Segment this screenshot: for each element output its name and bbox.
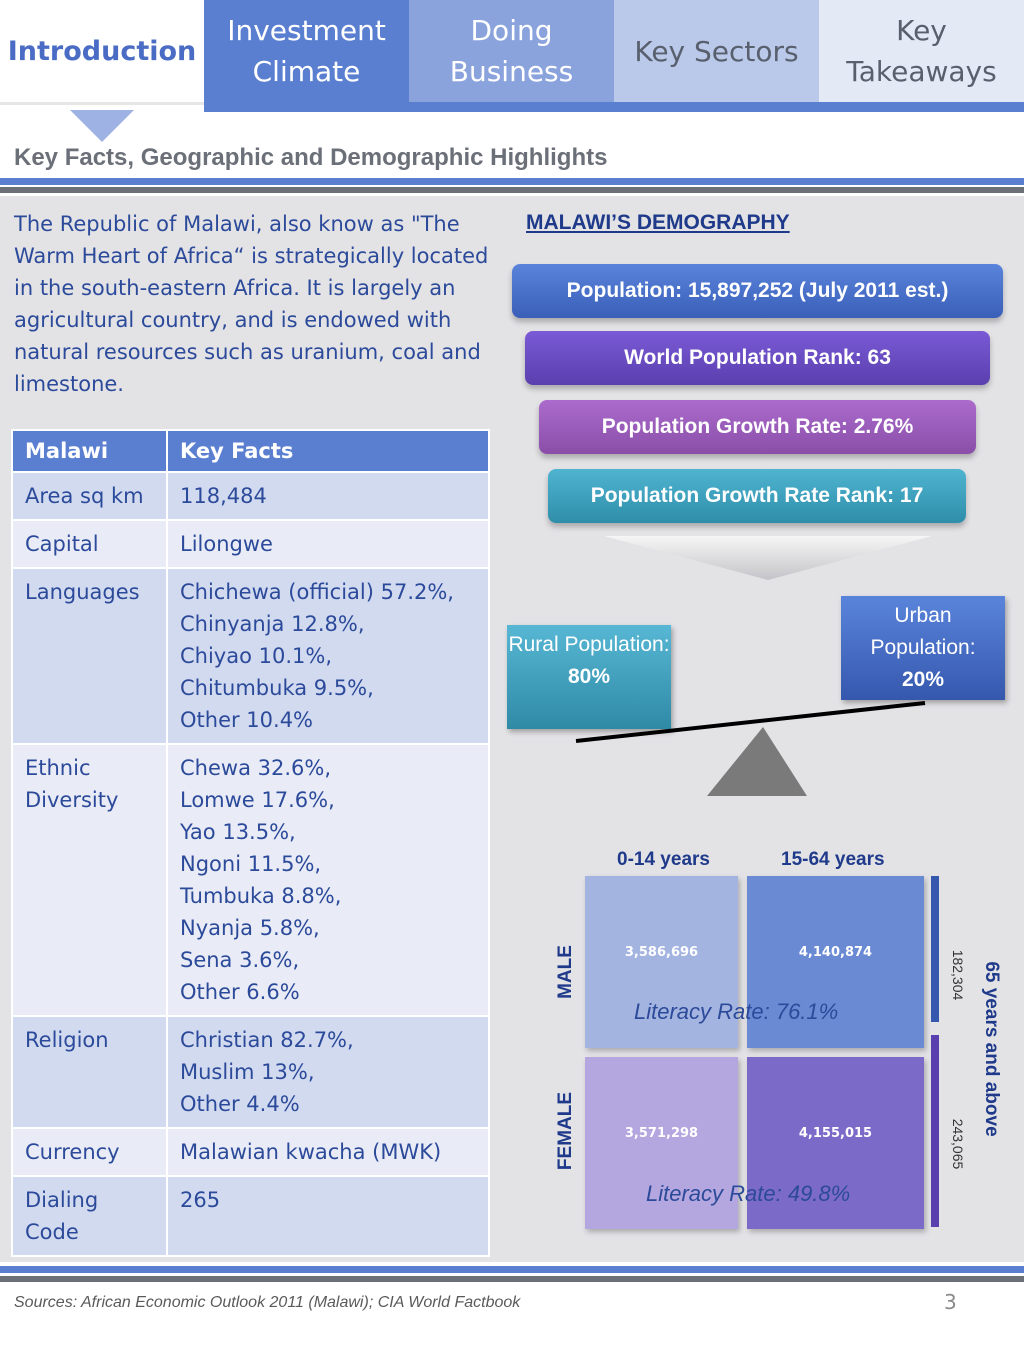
rural-population-box: Rural Population: 80%	[507, 625, 671, 729]
table-row: Religion Christian 82.7%, Muslim 13%, Other…	[11, 1015, 490, 1129]
tab-investment-climate[interactable]: Investment Climate	[204, 0, 409, 102]
male-65-plus-bar	[931, 876, 939, 1022]
table-value-line: Other 6.6%	[180, 980, 300, 1004]
tab-introduction[interactable]: Introduction	[0, 0, 204, 102]
table-header-row: Malawi Key Facts	[11, 429, 490, 473]
table-row: Currency Malawian kwacha (MWK)	[11, 1127, 490, 1177]
male-row-label: MALE	[555, 945, 576, 999]
table-row-label: Languages	[11, 567, 168, 745]
table-value-line: Malawian kwacha (MWK)	[180, 1140, 442, 1164]
growth-rank-stat: Population Growth Rate Rank: 17	[548, 469, 966, 523]
table-row-value: Malawian kwacha (MWK)	[166, 1127, 490, 1177]
female-0-14-value: 3,571,298	[624, 1125, 699, 1141]
table-header-cell: Key Facts	[166, 429, 490, 473]
female-0-14-cell: 3,571,298	[585, 1057, 738, 1229]
table-row: Area sq km 118,484	[11, 471, 490, 521]
table-value-line: Chitumbuka 9.5%,	[180, 676, 374, 700]
table-header-cell: Malawi	[11, 429, 168, 473]
key-facts-table: Malawi Key Facts Area sq km 118,484 Capita…	[11, 429, 490, 1257]
table-row-value: 265	[166, 1175, 490, 1257]
funnel-arrow-icon	[604, 536, 932, 580]
female-literacy-rate: Literacy Rate: 49.8%	[646, 1181, 851, 1206]
seesaw-balance-icon	[575, 701, 926, 796]
table-row: Languages Chichewa (official) 57.2%, Chiny…	[11, 567, 490, 745]
page-title: Key Facts, Geographic and Demographic Hi…	[14, 144, 608, 171]
divider	[0, 178, 1024, 185]
male-0-14-cell: 3,586,696	[585, 876, 738, 1048]
tab-doing-business[interactable]: Doing Business	[409, 0, 614, 102]
table-value-line: Other 10.4%	[180, 708, 314, 732]
male-15-64-cell: 4,140,874	[747, 876, 924, 1048]
table-value-line: Sena 3.6%,	[180, 948, 300, 972]
age-column-header: 0-14 years	[617, 849, 710, 870]
urban-population-label: Urban Population:	[870, 604, 976, 659]
female-row-label: FEMALE	[555, 1091, 576, 1171]
age-column-header: 15-64 years	[781, 849, 885, 870]
male-0-14-value: 3,586,696	[624, 944, 699, 960]
table-value-line: Christian 82.7%,	[180, 1028, 354, 1052]
table-value-line: Nyanja 5.8%,	[180, 916, 320, 940]
world-rank-stat: World Population Rank: 63	[525, 331, 990, 385]
female-15-64-cell: 4,155,015	[747, 1057, 924, 1229]
table-row-value: 118,484	[166, 471, 490, 521]
female-65-plus-value: 243,065	[950, 1118, 966, 1170]
table-row-value: Chewa 32.6%, Lomwe 17.6%, Yao 13.5%, Ngoni …	[166, 743, 490, 1017]
table-value-line: Lomwe 17.6%,	[180, 788, 335, 812]
table-row-value: Chichewa (official) 57.2%, Chinyanja 12.8…	[166, 567, 490, 745]
table-row-label: Ethnic Diversity	[11, 743, 168, 1017]
demography-heading: MALAWI’S DEMOGRAPHY	[526, 211, 790, 234]
table-value-line: Muslim 13%,	[180, 1060, 315, 1084]
male-literacy-rate: Literacy Rate: 76.1%	[634, 999, 839, 1024]
table-row-label: Dialing Code	[11, 1175, 168, 1257]
male-65-plus-value: 182,304	[950, 949, 966, 1001]
rural-population-value: 80%	[567, 665, 611, 688]
tab-underline	[204, 102, 1024, 112]
urban-population-value: 20%	[901, 668, 945, 691]
growth-rate-stat: Population Growth Rate: 2.76%	[539, 400, 976, 454]
intro-paragraph: The Republic of Malawi, also know as "Th…	[14, 212, 489, 396]
age-65-plus-label: 65 years and above	[981, 961, 1002, 1137]
tab-key-takeaways[interactable]: Key Takeaways	[819, 0, 1024, 102]
page-number: 3	[944, 1290, 957, 1314]
male-15-64-value: 4,140,874	[798, 944, 873, 960]
table-value-line: Lilongwe	[180, 532, 273, 556]
table-row-label: Capital	[11, 519, 168, 569]
table-row-value: Lilongwe	[166, 519, 490, 569]
table-value-line: Other 4.4%	[180, 1092, 300, 1116]
table-value-line: 118,484	[180, 484, 267, 508]
table-row-label: Area sq km	[11, 471, 168, 521]
table-row-label: Currency	[11, 1127, 168, 1177]
active-tab-pointer-icon	[70, 110, 134, 142]
female-15-64-value: 4,155,015	[798, 1125, 873, 1141]
divider	[0, 1276, 1024, 1282]
tab-underline-active	[0, 102, 204, 105]
table-value-line: Chiyao 10.1%,	[180, 644, 333, 668]
tab-key-sectors[interactable]: Key Sectors	[614, 0, 819, 102]
table-value-line: Ngoni 11.5%,	[180, 852, 322, 876]
tab-bar: Introduction Investment Climate Doing Bu…	[0, 0, 1024, 112]
urban-population-box: Urban Population: 20%	[841, 596, 1005, 700]
table-value-line: Chinyanja 12.8%,	[180, 612, 365, 636]
table-row-value: Christian 82.7%, Muslim 13%, Other 4.4%	[166, 1015, 490, 1129]
divider	[0, 187, 1024, 193]
table-row: Ethnic Diversity Chewa 32.6%, Lomwe 17.6%,…	[11, 743, 490, 1017]
female-65-plus-bar	[931, 1035, 939, 1227]
table-value-line: 265	[180, 1188, 221, 1212]
table-row: Dialing Code 265	[11, 1175, 490, 1257]
divider	[0, 1266, 1024, 1273]
population-stat: Population: 15,897,252 (July 2011 est.)	[512, 264, 1003, 318]
table-value-line: Chewa 32.6%,	[180, 756, 331, 780]
table-row: Capital Lilongwe	[11, 519, 490, 569]
table-value-line: Yao 13.5%,	[180, 820, 296, 844]
rural-population-label: Rural Population:	[508, 633, 670, 656]
table-row-label: Religion	[11, 1015, 168, 1129]
table-body: Area sq km 118,484 Capital Lilongwe Language…	[11, 471, 490, 1257]
table-value-line: Tumbuka 8.8%,	[180, 884, 342, 908]
sources-note: Sources: African Economic Outlook 2011 (…	[14, 1294, 521, 1311]
table-value-line: Chichewa (official) 57.2%,	[180, 580, 454, 604]
